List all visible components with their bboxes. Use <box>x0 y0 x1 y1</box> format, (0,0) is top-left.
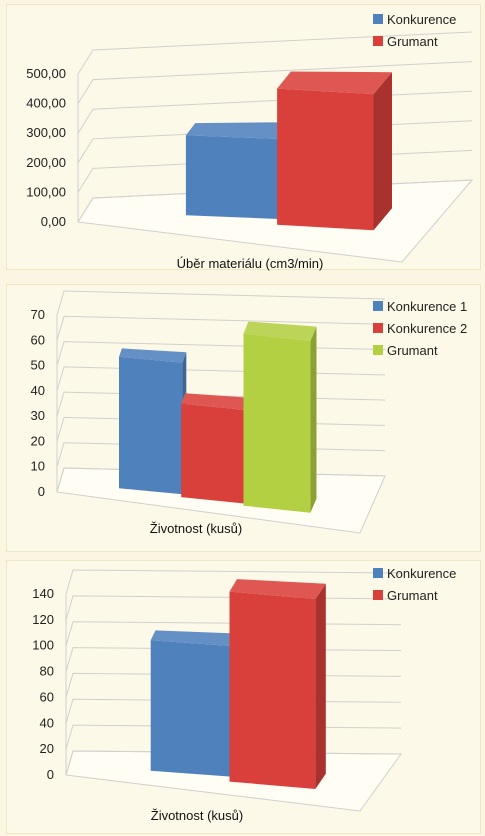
y-tick-label: 0 <box>47 767 54 782</box>
y-tick-label: 120 <box>32 612 54 627</box>
legend-item: Grumant <box>373 343 438 358</box>
bar-grumant <box>243 321 317 513</box>
legend: Konkurence 1 Konkurence 2 Grumant <box>373 299 467 358</box>
legend-swatch <box>373 301 383 311</box>
y-tick-label: 400,00 <box>26 96 66 111</box>
gridline <box>56 290 386 316</box>
legend-swatch <box>373 14 383 24</box>
bar-side <box>315 583 326 789</box>
legend-item: Grumant <box>373 34 438 49</box>
bar-top <box>150 630 240 647</box>
y-tick-label: 20 <box>40 741 54 756</box>
bar-front <box>229 591 316 789</box>
bar-top <box>277 71 392 95</box>
legend-label: Konkurence <box>387 566 456 581</box>
x-axis-title: Životnost (kusů) <box>151 808 243 823</box>
y-tick-label: 80 <box>40 664 54 679</box>
y-tick-label: 0 <box>38 484 45 499</box>
bar-konkurence-2 <box>181 393 250 504</box>
gridline <box>77 31 473 75</box>
bar-side <box>310 326 317 513</box>
chart-0: 0,00 100,00 200,00 300,00 400,00 500,00 Úběr m… <box>26 12 474 271</box>
y-tick-label: 500,00 <box>26 66 66 81</box>
legend-label: Konkurence 2 <box>387 321 467 336</box>
chart-2: 0 20 40 60 80 100 120 140 Životnost (kusů) Konkur… <box>32 566 456 823</box>
x-axis-title: Životnost (kusů) <box>150 521 242 536</box>
gridline <box>77 61 473 104</box>
y-tick-label: 0,00 <box>41 214 66 229</box>
y-tick-label: 20 <box>31 433 45 448</box>
bar-konkurence <box>150 630 240 777</box>
gridline <box>65 569 402 595</box>
y-tick-label: 140 <box>32 586 54 601</box>
legend-label: Konkurence 1 <box>387 299 467 314</box>
bar-side <box>373 72 392 231</box>
bar-top <box>243 321 317 341</box>
legend: Konkurence Grumant <box>373 12 456 49</box>
legend-item: Konkurence 2 <box>373 321 467 336</box>
bar-konkurence-1 <box>119 348 187 495</box>
bar-top <box>229 579 326 599</box>
bar-front <box>150 640 233 777</box>
bar-front <box>181 403 245 504</box>
y-tick-label: 70 <box>31 307 45 322</box>
legend-label: Grumant <box>387 588 438 603</box>
y-tick-label: 60 <box>31 332 45 347</box>
legend-item: Konkurence 1 <box>373 299 467 314</box>
bar-grumant <box>229 579 326 789</box>
x-axis-title: Úběr materiálu (cm3/min) <box>177 256 324 271</box>
y-tick-label: 100 <box>32 638 54 653</box>
y-tick-label: 30 <box>31 408 45 423</box>
legend-label: Konkurence <box>387 12 456 27</box>
legend-swatch <box>373 568 383 578</box>
legend-swatch <box>373 345 383 355</box>
y-tick-label: 100,00 <box>26 184 66 199</box>
bar-top <box>181 393 250 410</box>
y-tick-label: 300,00 <box>26 125 66 140</box>
legend-swatch <box>373 36 383 46</box>
y-tick-label: 200,00 <box>26 155 66 170</box>
gridline <box>56 341 386 366</box>
legend: Konkurence Grumant <box>373 566 456 603</box>
bar-top <box>185 122 296 140</box>
y-tick-label: 40 <box>31 383 45 398</box>
gridline <box>56 315 386 341</box>
y-tick-label: 60 <box>40 689 54 704</box>
legend-label: Grumant <box>387 34 438 49</box>
legend-item: Konkurence <box>373 12 456 27</box>
chart-1: 0 10 20 30 40 50 60 70 Životnost (kusů) Konkurenc… <box>31 290 467 536</box>
bar-front <box>119 356 183 495</box>
bar-front <box>243 333 311 513</box>
y-tick-label: 50 <box>31 358 45 373</box>
bar-top <box>119 348 187 363</box>
legend-label: Grumant <box>387 343 438 358</box>
y-tick-label: 40 <box>40 715 54 730</box>
legend-swatch <box>373 323 383 333</box>
legend-item: Konkurence <box>373 566 456 581</box>
legend-item: Grumant <box>373 588 438 603</box>
gridline <box>56 366 386 392</box>
bar-front <box>185 135 282 220</box>
y-tick-label: 10 <box>31 459 45 474</box>
bar-front <box>277 88 374 231</box>
bar-grumant <box>277 71 392 231</box>
legend-swatch <box>373 590 383 600</box>
